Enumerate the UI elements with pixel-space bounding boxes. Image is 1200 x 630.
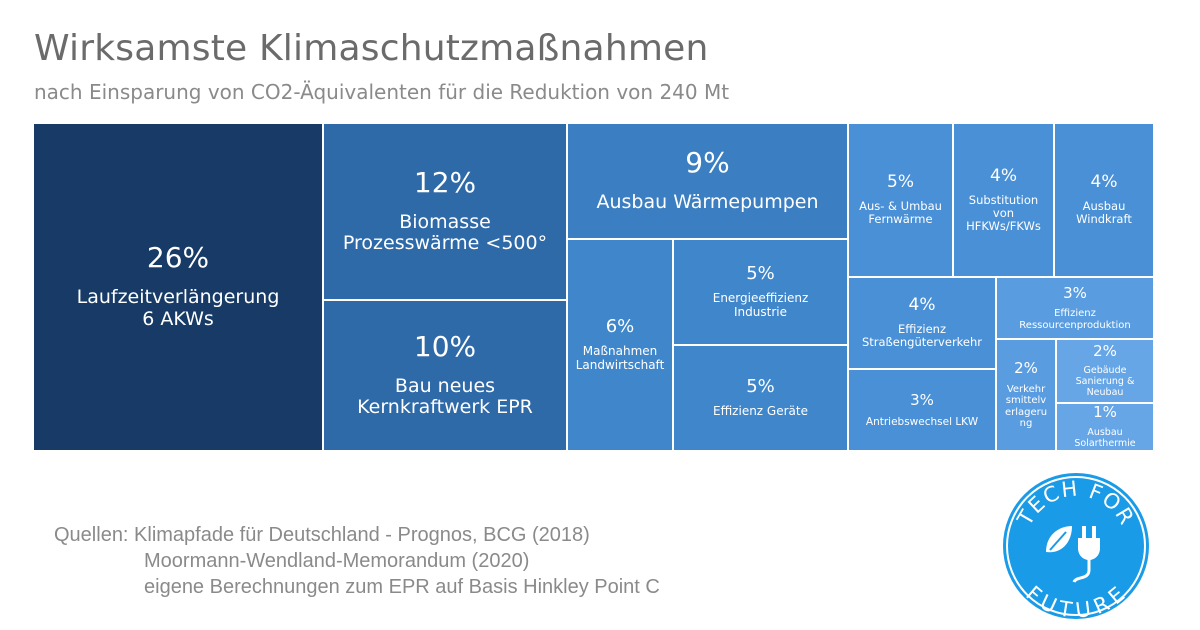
- treemap-tile: 4% Substitution von HFKWs/FKWs: [954, 124, 1053, 276]
- tile-label-line: Aus- & Umbau: [859, 199, 942, 214]
- tile-label-line: Ausbau: [1082, 199, 1126, 214]
- tile-label: Verkehr smittelv erlageru ng: [1005, 384, 1047, 430]
- tile-label-line: Landwirtschaft: [575, 357, 665, 372]
- treemap-tile: 4% Effizienz Straßengüterverkehr: [849, 278, 995, 368]
- tile-label-line: Solarthermie: [1074, 437, 1136, 449]
- treemap-tile: 4% Ausbau Windkraft: [1055, 124, 1153, 276]
- tile-label-line: Effizienz Geräte: [713, 404, 808, 418]
- tile-label: Substitution von HFKWs/FKWs: [966, 192, 1041, 234]
- tile-label: Gebäude Sanierung & Neubau: [1075, 365, 1135, 399]
- tile-label: Effizienz Ressourcenproduktion: [1019, 308, 1130, 331]
- treemap-tile: 10% Bau neues Kernkraftwerk EPR: [324, 301, 566, 450]
- tile-label-line: erlageru: [1004, 406, 1048, 418]
- tile-percent: 4%: [908, 295, 936, 316]
- logo-circle: [1003, 473, 1149, 619]
- tile-percent: 2%: [1093, 341, 1117, 360]
- tile-percent: 6%: [605, 316, 635, 338]
- page-subtitle: nach Einsparung von CO2-Äquivalenten für…: [34, 80, 730, 104]
- tile-label-line: Straßengüterverkehr: [861, 335, 983, 350]
- logo-ring: [1006, 476, 1146, 616]
- tile-label: Maßnahmen Landwirtschaft: [575, 344, 665, 373]
- tile-percent: 1%: [1093, 404, 1117, 422]
- tile-label-line: Laufzeitverlängerung: [76, 286, 280, 309]
- treemap-tile: 26% Laufzeitverlängerung 6 AKWs: [34, 124, 322, 450]
- tile-label-line: Biomasse: [399, 210, 491, 233]
- treemap-tile: 9% Ausbau Wärmepumpen: [568, 124, 847, 238]
- tile-label: Biomasse Prozesswärme <500°: [342, 210, 548, 256]
- sources-line-3: eigene Berechnungen zum EPR auf Basis Hi…: [144, 576, 660, 598]
- tile-label: Effizienz Geräte: [713, 404, 808, 419]
- tile-label: Ausbau Windkraft: [1076, 199, 1132, 227]
- tile-label: Laufzeitverlängerung 6 AKWs: [76, 286, 280, 331]
- treemap-tile: 3% Antriebswechsel LKW: [849, 370, 995, 450]
- treemap-tile: 1% Ausbau Solarthermie: [1057, 404, 1153, 450]
- treemap-tile: 6% Maßnahmen Landwirtschaft: [568, 240, 672, 450]
- treemap-tile: 12% Biomasse Prozesswärme <500°: [324, 124, 566, 299]
- tile-label: Ausbau Solarthermie: [1074, 426, 1136, 450]
- tile-percent: 2%: [1014, 359, 1038, 378]
- tile-percent: 5%: [887, 172, 914, 193]
- treemap-tile: 2% Gebäude Sanierung & Neubau: [1057, 340, 1153, 402]
- tile-label-line: Industrie: [734, 304, 787, 319]
- tile-label-line: Ausbau: [1087, 426, 1123, 438]
- tile-label-line: Ressourcenproduktion: [1019, 319, 1131, 331]
- tech-for-future-logo: TECH FOR FUTURE: [1003, 473, 1149, 622]
- page-title: Wirksamste Klimaschutzmaßnahmen: [34, 28, 709, 69]
- plug-leaf-icon: [1046, 526, 1100, 583]
- tile-label-line: Fernwärme: [868, 212, 933, 227]
- tile-label-line: Neubau: [1086, 387, 1124, 399]
- tile-label-line: Windkraft: [1076, 212, 1132, 227]
- treemap-tile: 5% Aus- & Umbau Fernwärme: [849, 124, 952, 276]
- tile-label-line: Effizienz: [897, 322, 946, 337]
- tile-percent: 3%: [910, 391, 934, 410]
- tile-percent: 4%: [1090, 172, 1118, 193]
- tile-label-line: ng: [1019, 418, 1033, 430]
- tile-label-line: Prozesswärme <500°: [342, 232, 548, 255]
- treemap-tile: 5% Energieeffizienz Industrie: [674, 240, 847, 344]
- tile-percent: 12%: [413, 165, 477, 199]
- tile-label-line: Energieeffizienz: [712, 291, 809, 306]
- tile-label: Aus- & Umbau Fernwärme: [859, 199, 942, 227]
- tile-label-line: Gebäude: [1083, 365, 1127, 377]
- tile-label-line: smittelv: [1005, 395, 1047, 407]
- tile-label: Energieeffizienz Industrie: [712, 291, 809, 320]
- tile-label-line: Bau neues: [394, 374, 496, 397]
- treemap-tile: 5% Effizienz Geräte: [674, 346, 847, 450]
- tile-label-line: Substitution: [968, 192, 1039, 207]
- tile-label-line: Verkehr: [1006, 383, 1046, 395]
- tile-label-line: HFKWs/FKWs: [966, 218, 1041, 233]
- treemap-tile: 2% Verkehr smittelv erlageru ng: [997, 340, 1055, 450]
- tile-label: Bau neues Kernkraftwerk EPR: [357, 374, 533, 420]
- tile-label-line: Kernkraftwerk EPR: [357, 396, 533, 419]
- tile-percent: 4%: [990, 165, 1017, 186]
- tile-label: Antriebswechsel LKW: [866, 416, 978, 428]
- tile-percent: 5%: [746, 263, 775, 285]
- tile-label-line: 6 AKWs: [142, 307, 214, 330]
- treemap-tile: 3% Effizienz Ressourcenproduktion: [997, 278, 1153, 338]
- tile-label-line: Ausbau Wärmepumpen: [596, 190, 819, 213]
- tile-percent: 9%: [685, 146, 730, 180]
- tile-label-line: Maßnahmen: [582, 344, 658, 359]
- tile-label: Ausbau Wärmepumpen: [596, 190, 819, 214]
- tile-label: Effizienz Straßengüterverkehr: [861, 322, 983, 350]
- tile-percent: 3%: [1063, 283, 1087, 302]
- tile-percent: 10%: [413, 329, 477, 363]
- tile-label-line: Antriebswechsel LKW: [865, 415, 979, 428]
- tile-label-line: von: [992, 205, 1015, 220]
- sources-line-1: Quellen: Klimapfade für Deutschland - Pr…: [54, 524, 590, 546]
- sources-block: Quellen: Klimapfade für Deutschland - Pr…: [54, 522, 660, 600]
- tile-percent: 26%: [146, 241, 210, 275]
- tile-label-line: Effizienz: [1054, 308, 1096, 320]
- tile-percent: 5%: [746, 376, 775, 398]
- sources-line-2: Moormann-Wendland-Memorandum (2020): [144, 550, 530, 572]
- tile-label-line: Sanierung &: [1075, 376, 1135, 388]
